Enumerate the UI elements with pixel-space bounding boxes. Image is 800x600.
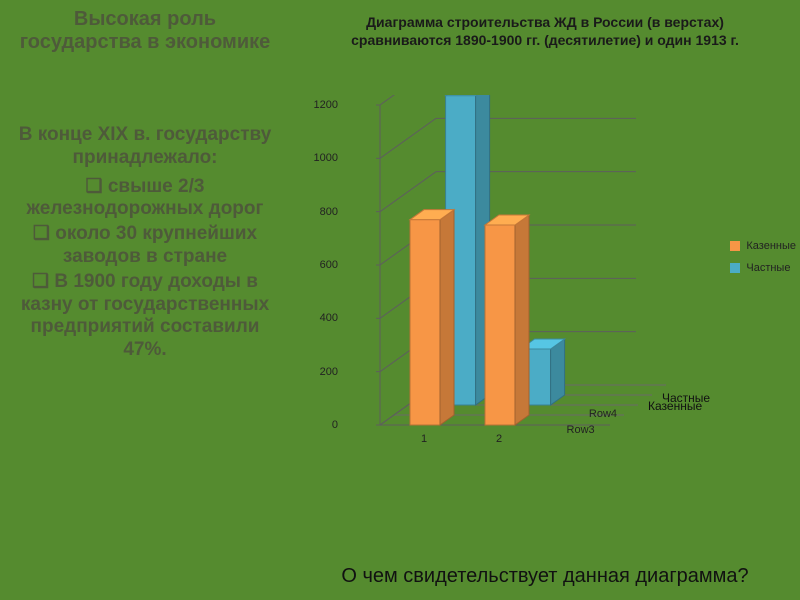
left-bullets: свыше 2/3 железнодорожных дорог около 30… — [14, 176, 276, 362]
x-category-label: 2 — [496, 433, 502, 445]
chart-area: Казенные Частные 0 200 400 600 800 1000 1200 1… — [290, 90, 800, 520]
row-label: Row3 — [567, 424, 595, 436]
plot-area — [350, 95, 680, 475]
y-tick-label: 800 — [320, 206, 338, 218]
y-tick-label: 1200 — [314, 99, 338, 111]
question-text: О чем свидетельствует данная диаграмма? — [290, 564, 800, 588]
legend: Казенные Частные — [730, 240, 796, 284]
left-title: Высокая роль государства в экономике — [14, 8, 276, 54]
left-subtitle: В конце XIX в. государству принадлежало: — [14, 124, 276, 170]
y-tick-label: 400 — [320, 312, 338, 324]
y-tick-label: 600 — [320, 259, 338, 271]
chart-title: Диаграмма строительства ЖД в России (в в… — [290, 14, 800, 49]
bullet-1: около 30 крупнейших заводов в стране — [14, 223, 276, 269]
legend-item-0: Казенные — [730, 240, 796, 252]
z-axis-label: Казенные — [648, 399, 702, 413]
y-tick-label: 1000 — [314, 152, 338, 164]
x-category-label: 1 — [421, 433, 427, 445]
bullet-2: В 1900 году доходы в казну от государств… — [14, 271, 276, 362]
y-tick-label: 0 — [332, 419, 338, 431]
y-tick-label: 200 — [320, 366, 338, 378]
bullet-0: свыше 2/3 железнодорожных дорог — [14, 176, 276, 222]
row-label: Row4 — [589, 408, 617, 420]
legend-item-1: Частные — [730, 262, 796, 274]
